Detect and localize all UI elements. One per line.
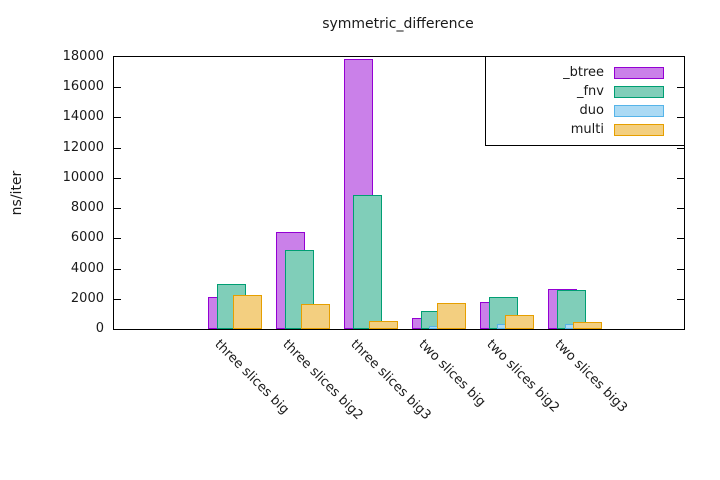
x-tick-label: two slices big [415,337,489,410]
y-tick-mark-left [114,299,121,300]
legend-label: duo [579,103,604,118]
y-tick-label: 16000 [62,79,104,94]
legend-swatch [614,104,664,117]
y-axis-label: ns/iter [9,170,25,216]
y-tick-label: 6000 [70,230,104,245]
bar-multi-4 [437,303,466,329]
y-tick-mark-right [677,238,684,239]
y-tick-mark-left [114,238,121,239]
bar-multi-2 [301,304,330,329]
y-tick-mark-left [114,269,121,270]
legend-label: _btree [563,65,604,80]
y-tick-mark-right [677,148,684,149]
y-tick-mark-left [114,208,121,209]
chart-title: symmetric_difference [322,16,474,32]
bar-multi-3 [369,321,398,329]
legend-item-multi: multi [486,120,684,139]
y-tick-label: 10000 [62,170,104,185]
y-tick-label: 18000 [62,49,104,64]
y-tick-mark-right [677,117,684,118]
y-tick-label: 14000 [62,109,104,124]
legend-item-duo: duo [486,101,684,120]
legend-swatch [614,66,664,79]
y-tick-mark-right [677,87,684,88]
x-tick-label: three slices big [211,337,292,418]
y-tick-mark-right [677,208,684,209]
legend-swatch [614,123,664,136]
y-tick-mark-right [677,299,684,300]
legend-item-btree: _btree [486,63,684,82]
y-tick-mark-right [677,178,684,179]
y-tick-label: 8000 [70,200,104,215]
legend-item-fnv: _fnv [486,82,684,101]
x-tick-label: two slices big2 [483,337,563,416]
legend-label: multi [570,122,604,137]
bar-fnv-3 [353,195,382,329]
y-tick-label: 4000 [70,261,104,276]
y-tick-label: 2000 [70,291,104,306]
x-tick-label: two slices big3 [551,337,631,416]
y-tick-mark-left [114,87,121,88]
y-tick-mark-left [114,148,121,149]
y-tick-mark-left [114,117,121,118]
y-tick-label: 0 [95,321,104,336]
legend-label: _fnv [576,84,604,99]
y-tick-mark-right [677,269,684,270]
y-tick-label: 12000 [62,140,104,155]
bar-multi-1 [233,295,262,329]
bar-multi-5 [505,315,534,329]
legend-swatch [614,85,664,98]
bar-multi-6 [573,322,602,329]
y-tick-mark-left [114,178,121,179]
